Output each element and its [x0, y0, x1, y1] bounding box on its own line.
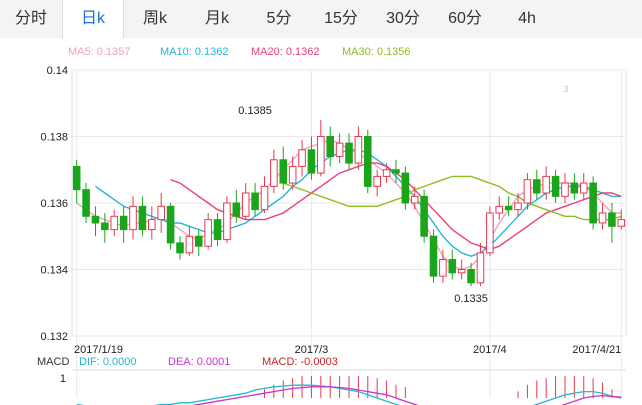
timeframe-tabs: 分时 日k 周k 月k 5分 15分 30分 60分 4h — [0, 0, 642, 38]
legend-ma20: MA20: 0.1362 — [251, 46, 320, 58]
tab-60min[interactable]: 60分 — [448, 10, 482, 27]
candle-body — [232, 202, 241, 217]
tab-intraday[interactable]: 分时 — [14, 10, 47, 27]
candle-body — [467, 269, 475, 284]
y-tick-label: 0.136 — [40, 198, 68, 210]
candle-body — [589, 182, 597, 224]
candle-body — [514, 202, 522, 211]
candle-body — [504, 205, 513, 211]
candle-body — [119, 215, 128, 231]
candle-body — [486, 212, 494, 254]
tab-monthly-k[interactable]: 月k — [204, 10, 229, 27]
x-tick-label: 2017/1/19 — [74, 344, 123, 356]
candle-body — [363, 136, 372, 187]
candle-body — [570, 182, 579, 194]
legend-ma30: MA30: 0.1356 — [342, 46, 411, 58]
candle-body — [354, 136, 363, 164]
x-tick-label: 2017/4 — [473, 344, 507, 356]
y-tick-label: 0.14 — [47, 65, 68, 77]
candle-body — [82, 189, 90, 217]
candle-body — [148, 219, 156, 231]
tab-daily-k[interactable]: 日k — [62, 0, 124, 38]
legend-ma10: MA10: 0.1362 — [160, 46, 229, 58]
candle-body — [617, 219, 626, 227]
macd-tick-label: 1 — [60, 373, 66, 385]
x-tick-label: 2017/4/21 — [572, 344, 621, 356]
candle-body — [270, 159, 278, 187]
candle-body — [307, 149, 316, 174]
candle-body — [448, 259, 457, 274]
candle-body — [176, 242, 184, 254]
candle-body — [72, 165, 81, 191]
legend-dea: DEA: 0.0001 — [168, 356, 231, 368]
dif-line — [76, 384, 622, 405]
candle-body — [91, 215, 100, 224]
tab-4h[interactable]: 4h — [518, 10, 536, 27]
candle-body — [326, 136, 335, 157]
candle-body — [288, 165, 297, 184]
candle-body — [166, 205, 175, 244]
candle-body — [420, 195, 428, 237]
candle-body — [598, 212, 607, 224]
y-tick-label: 0.138 — [40, 132, 68, 144]
tab-15min[interactable]: 15分 — [324, 10, 358, 27]
candle-body — [561, 182, 569, 197]
candle-body — [439, 259, 447, 277]
candle-body — [213, 219, 222, 241]
candle-body — [157, 205, 165, 221]
tab-30min[interactable]: 30分 — [386, 10, 420, 27]
candle-body — [138, 205, 147, 231]
candle-body — [410, 195, 419, 204]
macd-name: MACD — [37, 356, 70, 368]
candle-body — [317, 136, 325, 174]
y-tick-label: 0.132 — [40, 331, 68, 343]
candle-body — [476, 252, 485, 284]
legend-macd: MACD: -0.0003 — [262, 356, 338, 368]
price-annotation: 0.1385 — [238, 105, 272, 117]
legend-ma5: MA5: 0.1357 — [68, 46, 131, 58]
candle-body — [185, 235, 194, 254]
candle-body — [533, 179, 541, 194]
candle-body — [251, 192, 259, 211]
candle-body — [335, 142, 344, 157]
candle-body — [279, 159, 288, 184]
candle-body — [382, 169, 391, 177]
candle-body — [373, 175, 381, 187]
candle-body — [129, 205, 137, 231]
candle-body — [523, 179, 532, 204]
tab-weekly-k[interactable]: 周k — [142, 10, 167, 27]
candle-body — [260, 185, 269, 211]
right-marker: 3 — [563, 84, 568, 94]
tab-5min[interactable]: 5分 — [266, 10, 292, 27]
x-tick-label: 2017/3 — [295, 344, 329, 356]
candle-body — [101, 222, 109, 231]
candle-body — [241, 192, 250, 217]
candle-body — [608, 212, 616, 227]
candle-body — [495, 205, 504, 214]
candle-body — [401, 172, 410, 204]
candle-body — [542, 175, 550, 194]
dea-line — [191, 386, 622, 405]
candle-body — [392, 169, 400, 174]
candle-body — [194, 235, 203, 247]
candle-body — [345, 142, 353, 164]
legend-dif: DIF: 0.0000 — [79, 356, 137, 368]
candle-body — [457, 269, 466, 274]
y-tick-label: 0.134 — [40, 265, 68, 277]
price-annotation: 0.1335 — [454, 293, 488, 305]
candle-body — [298, 149, 306, 167]
candle-body — [223, 202, 231, 241]
candle-body — [110, 215, 119, 231]
candle-body — [204, 219, 212, 247]
candle-body — [429, 235, 438, 277]
candle-body — [551, 175, 560, 197]
ma-line-ma30 — [283, 175, 622, 221]
candle-body — [579, 182, 588, 194]
